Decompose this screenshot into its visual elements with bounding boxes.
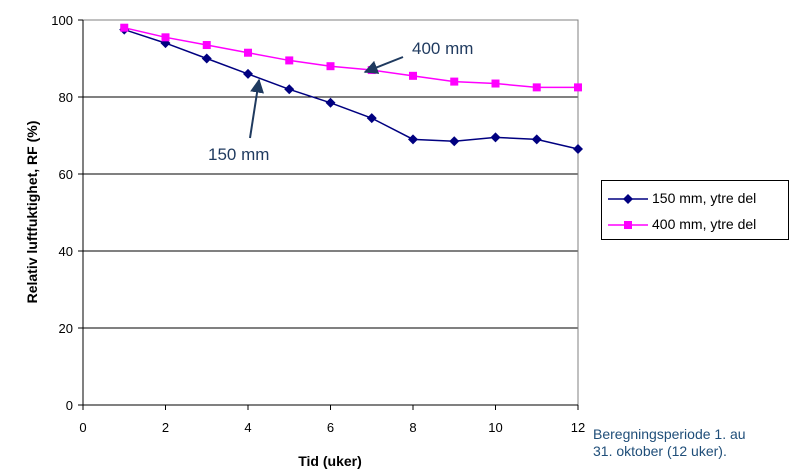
data-point: [120, 23, 129, 32]
x-tick-label-0: 0: [79, 420, 86, 435]
series-layer: [119, 23, 583, 154]
x-tick-label-8: 8: [409, 420, 416, 435]
data-point: [532, 83, 541, 92]
y-tick-label-100: 100: [51, 13, 73, 28]
note-line-1: Beregningsperiode 1. au: [593, 426, 746, 442]
annotation-layer: 400 mm 150 mm: [208, 39, 473, 164]
annotation-150mm: 150 mm: [208, 145, 269, 164]
legend-label-400mm: 400 mm, ytre del: [652, 216, 757, 232]
x-tick-label-2: 2: [162, 420, 169, 435]
legend-item-400mm: 400 mm, ytre del: [602, 215, 788, 235]
data-point: [490, 132, 501, 143]
series-400mm: [120, 23, 582, 92]
data-point: [574, 83, 582, 92]
data-point: [161, 33, 170, 42]
annotation-arrow-400mm: [363, 56, 404, 74]
legend-swatch-400mm: [608, 221, 648, 229]
annotation-400mm: 400 mm: [412, 39, 473, 58]
data-point: [531, 134, 542, 145]
series-150mm: [119, 24, 583, 154]
x-tick-label-4: 4: [244, 420, 251, 435]
data-point: [450, 77, 459, 86]
x-tick-label-6: 6: [327, 420, 334, 435]
data-point: [285, 56, 294, 65]
data-point: [408, 134, 418, 145]
data-point: [201, 53, 212, 64]
y-tick-label-40: 40: [59, 244, 73, 259]
series-line: [124, 28, 579, 150]
y-tick-label-20: 20: [59, 321, 73, 336]
data-point: [284, 84, 295, 95]
x-tick-label-12: 12: [571, 420, 585, 435]
data-point: [573, 143, 583, 154]
note-line-2: 31. oktober (12 uker).: [593, 443, 727, 459]
data-point: [243, 68, 253, 79]
data-point: [409, 71, 417, 80]
plot-area: [82, 19, 579, 406]
data-point: [491, 79, 500, 88]
x-tick-label-10: 10: [488, 420, 502, 435]
data-point: [326, 62, 335, 71]
data-point: [244, 48, 252, 57]
x-axis-title: Tid (uker): [298, 453, 362, 469]
y-axis-title: Relativ luftfuktighet, RF (%): [24, 121, 40, 304]
data-point: [366, 113, 377, 124]
tick-layer: 0 20 40 60 80 100 0 2 4 6 8 10 12: [51, 13, 585, 435]
y-tick-label-80: 80: [59, 90, 73, 105]
legend-label-150mm: 150 mm, ytre del: [652, 190, 757, 206]
legend: 150 mm, ytre del 400 mm, ytre del: [601, 180, 789, 240]
data-point: [325, 97, 336, 108]
data-point: [449, 136, 460, 147]
y-tick-label-60: 60: [59, 167, 73, 182]
annotation-arrow-150mm: [249, 78, 264, 139]
y-tick-label-0: 0: [66, 398, 73, 413]
legend-item-150mm: 150 mm, ytre del: [602, 189, 788, 209]
series-line: [124, 26, 578, 89]
data-point: [202, 41, 211, 50]
calculation-period-note: Beregningsperiode 1. au 31. oktober (12 …: [593, 426, 791, 466]
legend-swatch-150mm: [608, 194, 648, 204]
